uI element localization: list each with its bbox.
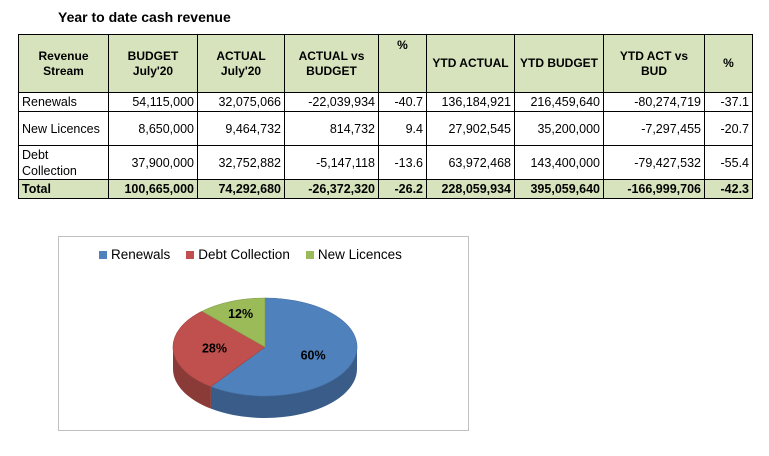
cell-ytd-budget: 395,059,640 (514, 179, 604, 199)
cell-stream: New Licences (18, 111, 109, 146)
pie-data-label: 60% (301, 348, 326, 362)
cell-ytd-budget: 216,459,640 (514, 92, 604, 112)
pie-chart-svg: 60% 28% 12% (172, 297, 358, 418)
pie-slice (201, 297, 266, 348)
legend-swatch (186, 250, 195, 259)
cell-actual: 32,075,066 (197, 92, 285, 112)
cell-budget: 8,650,000 (108, 111, 198, 146)
cell-stream: Total (18, 179, 109, 199)
table-row: Debt Collection 37,900,000 32,752,882 -5… (18, 145, 753, 180)
cell-ytd-budget: 35,200,000 (514, 111, 604, 146)
cell-ytd-var: -7,297,455 (603, 111, 705, 146)
revenue-table: Revenue Stream BUDGET July'20 ACTUAL Jul… (18, 34, 753, 199)
legend-swatch (305, 250, 314, 259)
pie-chart: Renewals Debt Collection New Licences 60% 2… (58, 236, 469, 431)
cell-ytd-var: -166,999,706 (603, 179, 705, 199)
cell-var: -5,147,118 (284, 145, 379, 180)
col-header: % (378, 34, 427, 93)
cell-stream: Debt Collection (18, 145, 109, 180)
cell-var: -26,372,320 (284, 179, 379, 199)
table-row: New Licences 8,650,000 9,464,732 814,732… (18, 111, 753, 146)
cell-budget: 54,115,000 (108, 92, 198, 112)
cell-ytd-actual: 228,059,934 (426, 179, 515, 199)
legend-label: New Licences (317, 247, 402, 262)
col-header: Revenue Stream (18, 34, 109, 93)
col-header: YTD ACTUAL (426, 34, 515, 93)
legend-item: Renewals (99, 247, 170, 262)
legend-swatch (99, 250, 107, 259)
table-row: Renewals 54,115,000 32,075,066 -22,039,9… (18, 92, 753, 112)
cell-pct: -13.6 (378, 145, 427, 180)
legend-label: Renewals (111, 247, 171, 262)
cell-ytd-actual: 136,184,921 (426, 92, 515, 112)
cell-actual: 32,752,882 (197, 145, 285, 180)
pie-data-label: 28% (202, 342, 227, 356)
col-header: ACTUAL July'20 (197, 34, 285, 93)
chart-legend: Renewals Debt Collection New Licences (99, 247, 402, 262)
cell-ytd-pct: -55.4 (704, 145, 753, 180)
page-title: Year to date cash revenue (58, 9, 231, 25)
table-total-row: Total 100,665,000 74,292,680 -26,372,320… (18, 179, 753, 199)
cell-pct: 9.4 (378, 111, 427, 146)
cell-ytd-budget: 143,400,000 (514, 145, 604, 180)
pie-slice (172, 310, 266, 387)
table-header-row: Revenue Stream BUDGET July'20 ACTUAL Jul… (18, 34, 753, 93)
cell-pct: -40.7 (378, 92, 427, 112)
pie-slice-side (173, 347, 211, 409)
pie-slice (210, 297, 358, 397)
legend-label: Debt Collection (198, 247, 290, 262)
col-header: YTD ACT vs BUD (603, 34, 705, 93)
cell-stream: Renewals (18, 92, 109, 112)
pie-data-label: 12% (228, 307, 253, 321)
col-header: YTD BUDGET (514, 34, 604, 93)
col-header: BUDGET July'20 (108, 34, 198, 93)
cell-var: 814,732 (284, 111, 379, 146)
cell-budget: 100,665,000 (108, 179, 198, 199)
cell-pct: -26.2 (378, 179, 427, 199)
cell-budget: 37,900,000 (108, 145, 198, 180)
cell-ytd-actual: 63,972,468 (426, 145, 515, 180)
legend-item: Debt Collection (186, 247, 290, 262)
pie-slice-side (210, 347, 357, 418)
cell-ytd-pct: -37.1 (704, 92, 753, 112)
cell-ytd-var: -79,427,532 (603, 145, 705, 180)
cell-ytd-var: -80,274,719 (603, 92, 705, 112)
cell-ytd-actual: 27,902,545 (426, 111, 515, 146)
cell-actual: 74,292,680 (197, 179, 285, 199)
cell-ytd-pct: -42.3 (704, 179, 753, 199)
cell-actual: 9,464,732 (197, 111, 285, 146)
cell-var: -22,039,934 (284, 92, 379, 112)
legend-item: New Licences (305, 247, 402, 262)
cell-ytd-pct: -20.7 (704, 111, 753, 146)
col-header: ACTUAL vs BUDGET (284, 34, 379, 93)
col-header: % (704, 34, 753, 93)
